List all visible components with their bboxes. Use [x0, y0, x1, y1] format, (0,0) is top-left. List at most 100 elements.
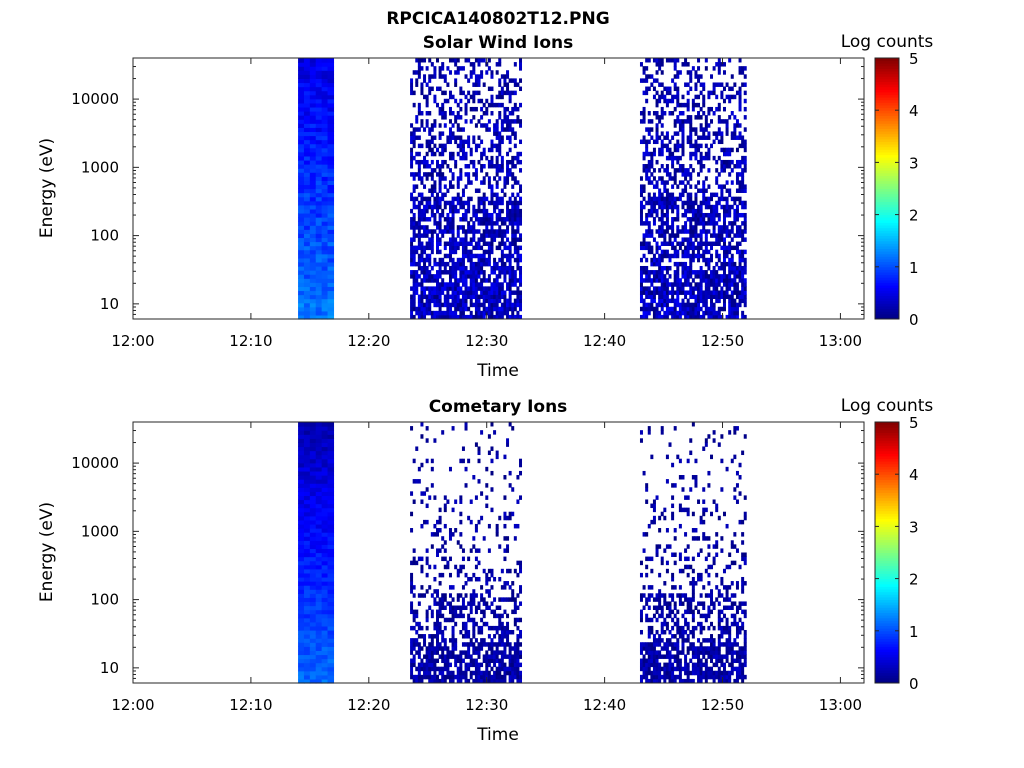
heatmap-cell: [303, 609, 311, 615]
heatmap-cell: [327, 495, 335, 501]
heatmap-cell: [459, 265, 463, 271]
heatmap-cell: [303, 523, 311, 529]
heatmap-cell: [715, 200, 719, 206]
heatmap-cell: [430, 642, 434, 647]
heatmap-cell: [321, 470, 329, 476]
colorbar-label: Log counts: [841, 32, 934, 52]
heatmap-cell: [472, 208, 476, 214]
heatmap-cell: [417, 58, 421, 63]
heatmap-cell: [642, 314, 646, 320]
heatmap-cell: [415, 249, 419, 255]
heatmap-cell: [694, 200, 698, 206]
heatmap-cell: [433, 662, 437, 668]
heatmap-cell: [728, 58, 732, 63]
heatmap-cell: [480, 200, 484, 206]
heatmap-cell: [303, 82, 311, 88]
heatmap-cell: [438, 74, 442, 79]
heatmap-cell: [480, 278, 484, 283]
heatmap-cell: [508, 646, 512, 651]
heatmap-cell: [420, 111, 424, 116]
heatmap-cell: [506, 666, 510, 672]
heatmap-cell: [420, 212, 424, 218]
heatmap-cell: [321, 593, 329, 598]
heatmap-cell: [493, 127, 497, 132]
heatmap-cell: [741, 294, 745, 300]
heatmap-cell: [459, 613, 463, 619]
heatmap-cell: [428, 111, 432, 116]
heatmap-cell: [676, 666, 680, 672]
heatmap-cell: [428, 495, 432, 500]
heatmap-cell: [671, 503, 675, 509]
heatmap-cell: [482, 294, 486, 300]
heatmap-cell: [459, 532, 463, 537]
heatmap-cell: [508, 261, 512, 267]
heatmap-cell: [681, 282, 685, 287]
heatmap-cell: [327, 151, 335, 157]
heatmap-cell: [469, 225, 473, 230]
heatmap-cell: [443, 245, 447, 251]
heatmap-cell: [513, 82, 517, 87]
heatmap-cell: [650, 212, 654, 218]
colorbar-segment: [875, 178, 899, 182]
heatmap-cell: [448, 638, 452, 643]
heatmap-cell: [684, 212, 688, 218]
heatmap-cell: [410, 131, 414, 136]
heatmap-cell: [420, 666, 424, 672]
heatmap-cell: [315, 249, 323, 255]
heatmap-cell: [474, 74, 478, 79]
heatmap-cell: [321, 556, 329, 562]
heatmap-cell: [425, 670, 429, 676]
heatmap-cell: [315, 115, 323, 120]
heatmap-cell: [658, 642, 662, 647]
heatmap-cell: [663, 294, 667, 300]
heatmap-cell: [728, 274, 732, 279]
heatmap-cell: [704, 127, 708, 132]
heatmap-cell: [448, 532, 452, 537]
heatmap-cell: [671, 151, 675, 157]
heatmap-cell: [327, 106, 335, 112]
heatmap-cell: [303, 548, 311, 554]
heatmap-cell: [321, 180, 329, 186]
heatmap-cell: [410, 249, 414, 255]
heatmap-cell: [482, 302, 486, 308]
heatmap-cell: [500, 629, 504, 635]
heatmap-cell: [309, 576, 317, 582]
heatmap-cell: [717, 200, 721, 206]
heatmap-cell: [645, 532, 649, 537]
heatmap-cell: [321, 229, 329, 234]
heatmap-cell: [327, 294, 335, 300]
heatmap-cell: [500, 74, 504, 79]
heatmap-cell: [461, 253, 465, 259]
heatmap-cell: [298, 253, 305, 259]
heatmap-cell: [315, 208, 323, 214]
heatmap-cell: [417, 204, 421, 210]
heatmap-cell: [686, 192, 690, 198]
heatmap-cell: [694, 298, 698, 304]
heatmap-cell: [454, 290, 458, 295]
heatmap-cell: [448, 670, 452, 676]
heatmap-cell: [645, 143, 649, 149]
heatmap-cell: [671, 314, 675, 320]
heatmap-cell: [451, 613, 455, 619]
heatmap-cell: [652, 613, 656, 619]
heatmap-cell: [327, 593, 335, 598]
heatmap-cell: [485, 662, 489, 668]
heatmap-cell: [498, 135, 502, 140]
heatmap-cell: [309, 629, 317, 635]
heatmap-cell: [676, 229, 680, 234]
heatmap-cell: [428, 310, 432, 316]
heatmap-cell: [477, 458, 481, 464]
heatmap-cell: [410, 670, 414, 676]
heatmap-cell: [415, 78, 419, 83]
heatmap-cell: [704, 249, 708, 255]
heatmap-cell: [508, 221, 512, 226]
heatmap-cell: [717, 241, 721, 246]
heatmap-cell: [430, 74, 434, 79]
heatmap-cell: [309, 192, 317, 198]
heatmap-cell: [327, 670, 335, 676]
heatmap-cell: [490, 237, 494, 242]
heatmap-cell: [436, 589, 439, 594]
heatmap-cell: [474, 674, 478, 680]
heatmap-cell: [660, 212, 664, 218]
heatmap-cell: [467, 286, 471, 291]
